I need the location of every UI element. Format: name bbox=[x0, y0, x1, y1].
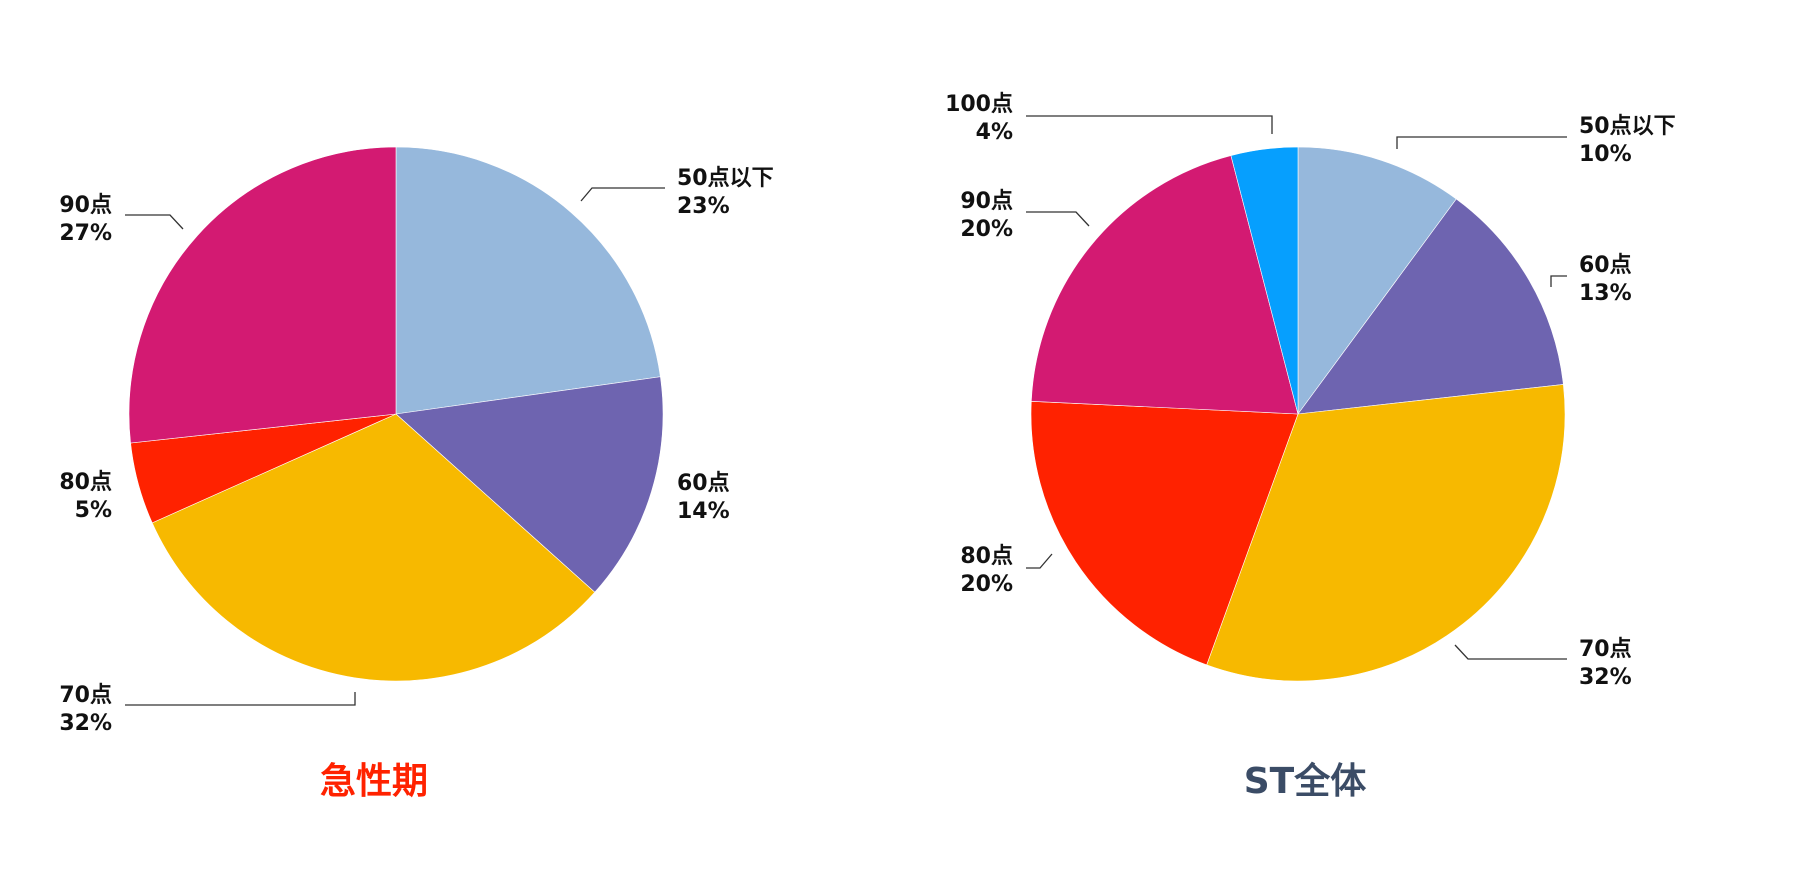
pie-slice-80 bbox=[1030, 400, 1299, 666]
leader-line-90 bbox=[1026, 211, 1090, 227]
slice-label-100: 100点 bbox=[945, 91, 1013, 117]
slice-label-80: 80点 bbox=[960, 543, 1013, 569]
slice-label-70: 70点 bbox=[1579, 636, 1632, 662]
chart-title: ST全体 bbox=[1244, 760, 1367, 802]
pie-slice-50-or-below bbox=[1297, 146, 1457, 415]
slice-label-60: 60点 bbox=[677, 470, 730, 496]
leader-line-80 bbox=[1026, 553, 1053, 569]
slice-label-50-or-below: 50点以下 bbox=[677, 165, 774, 191]
slice-percent-100: 4% bbox=[976, 120, 1013, 145]
leader-line-60 bbox=[1550, 275, 1567, 287]
leader-line-70 bbox=[125, 692, 356, 706]
slice-percent-50-or-below: 23% bbox=[677, 194, 730, 219]
slice-percent-90: 20% bbox=[960, 217, 1013, 242]
slice-label-50-or-below: 50点以下 bbox=[1579, 113, 1676, 139]
pie-chart-st-overall: 50点以下 10% 60点 13% 70点 32% 80点 20% 90点 20% 100点 4% ST… bbox=[945, 91, 1676, 802]
leader-line-50-or-below bbox=[1396, 136, 1567, 149]
pie-slice-60 bbox=[1297, 198, 1564, 415]
leader-line-90 bbox=[125, 214, 184, 230]
slice-label-80: 80点 bbox=[59, 469, 112, 495]
leader-line-100 bbox=[1026, 115, 1273, 134]
pie-slice-60 bbox=[395, 376, 664, 593]
slice-percent-80: 20% bbox=[960, 572, 1013, 597]
slice-percent-60: 13% bbox=[1579, 281, 1632, 306]
slice-percent-70: 32% bbox=[59, 711, 112, 736]
pie-slice-50-or-below bbox=[395, 146, 661, 415]
slice-percent-60: 14% bbox=[677, 499, 730, 524]
pie-slice-90 bbox=[128, 146, 397, 444]
slice-label-90: 90点 bbox=[59, 192, 112, 218]
slice-label-70: 70点 bbox=[59, 682, 112, 708]
slice-percent-70: 32% bbox=[1579, 665, 1632, 690]
slice-label-60: 60点 bbox=[1579, 252, 1632, 278]
pie-chart-acute: 50点以下 23% 60点 14% 70点 32% 80点 5% 90点 27% 急性期 bbox=[59, 146, 774, 802]
pie-slice-70 bbox=[1206, 384, 1566, 682]
pie-slice-70 bbox=[151, 413, 596, 682]
slice-label-90: 90点 bbox=[960, 188, 1013, 214]
leader-line-70 bbox=[1454, 644, 1567, 660]
slice-percent-50-or-below: 10% bbox=[1579, 142, 1632, 167]
slice-percent-80: 5% bbox=[75, 498, 112, 523]
slice-percent-90: 27% bbox=[59, 221, 112, 246]
chart-title: 急性期 bbox=[320, 761, 428, 802]
leader-line-50-or-below bbox=[580, 187, 665, 202]
pie-slice-90 bbox=[1030, 155, 1299, 415]
pie-slice-100 bbox=[1230, 146, 1299, 415]
